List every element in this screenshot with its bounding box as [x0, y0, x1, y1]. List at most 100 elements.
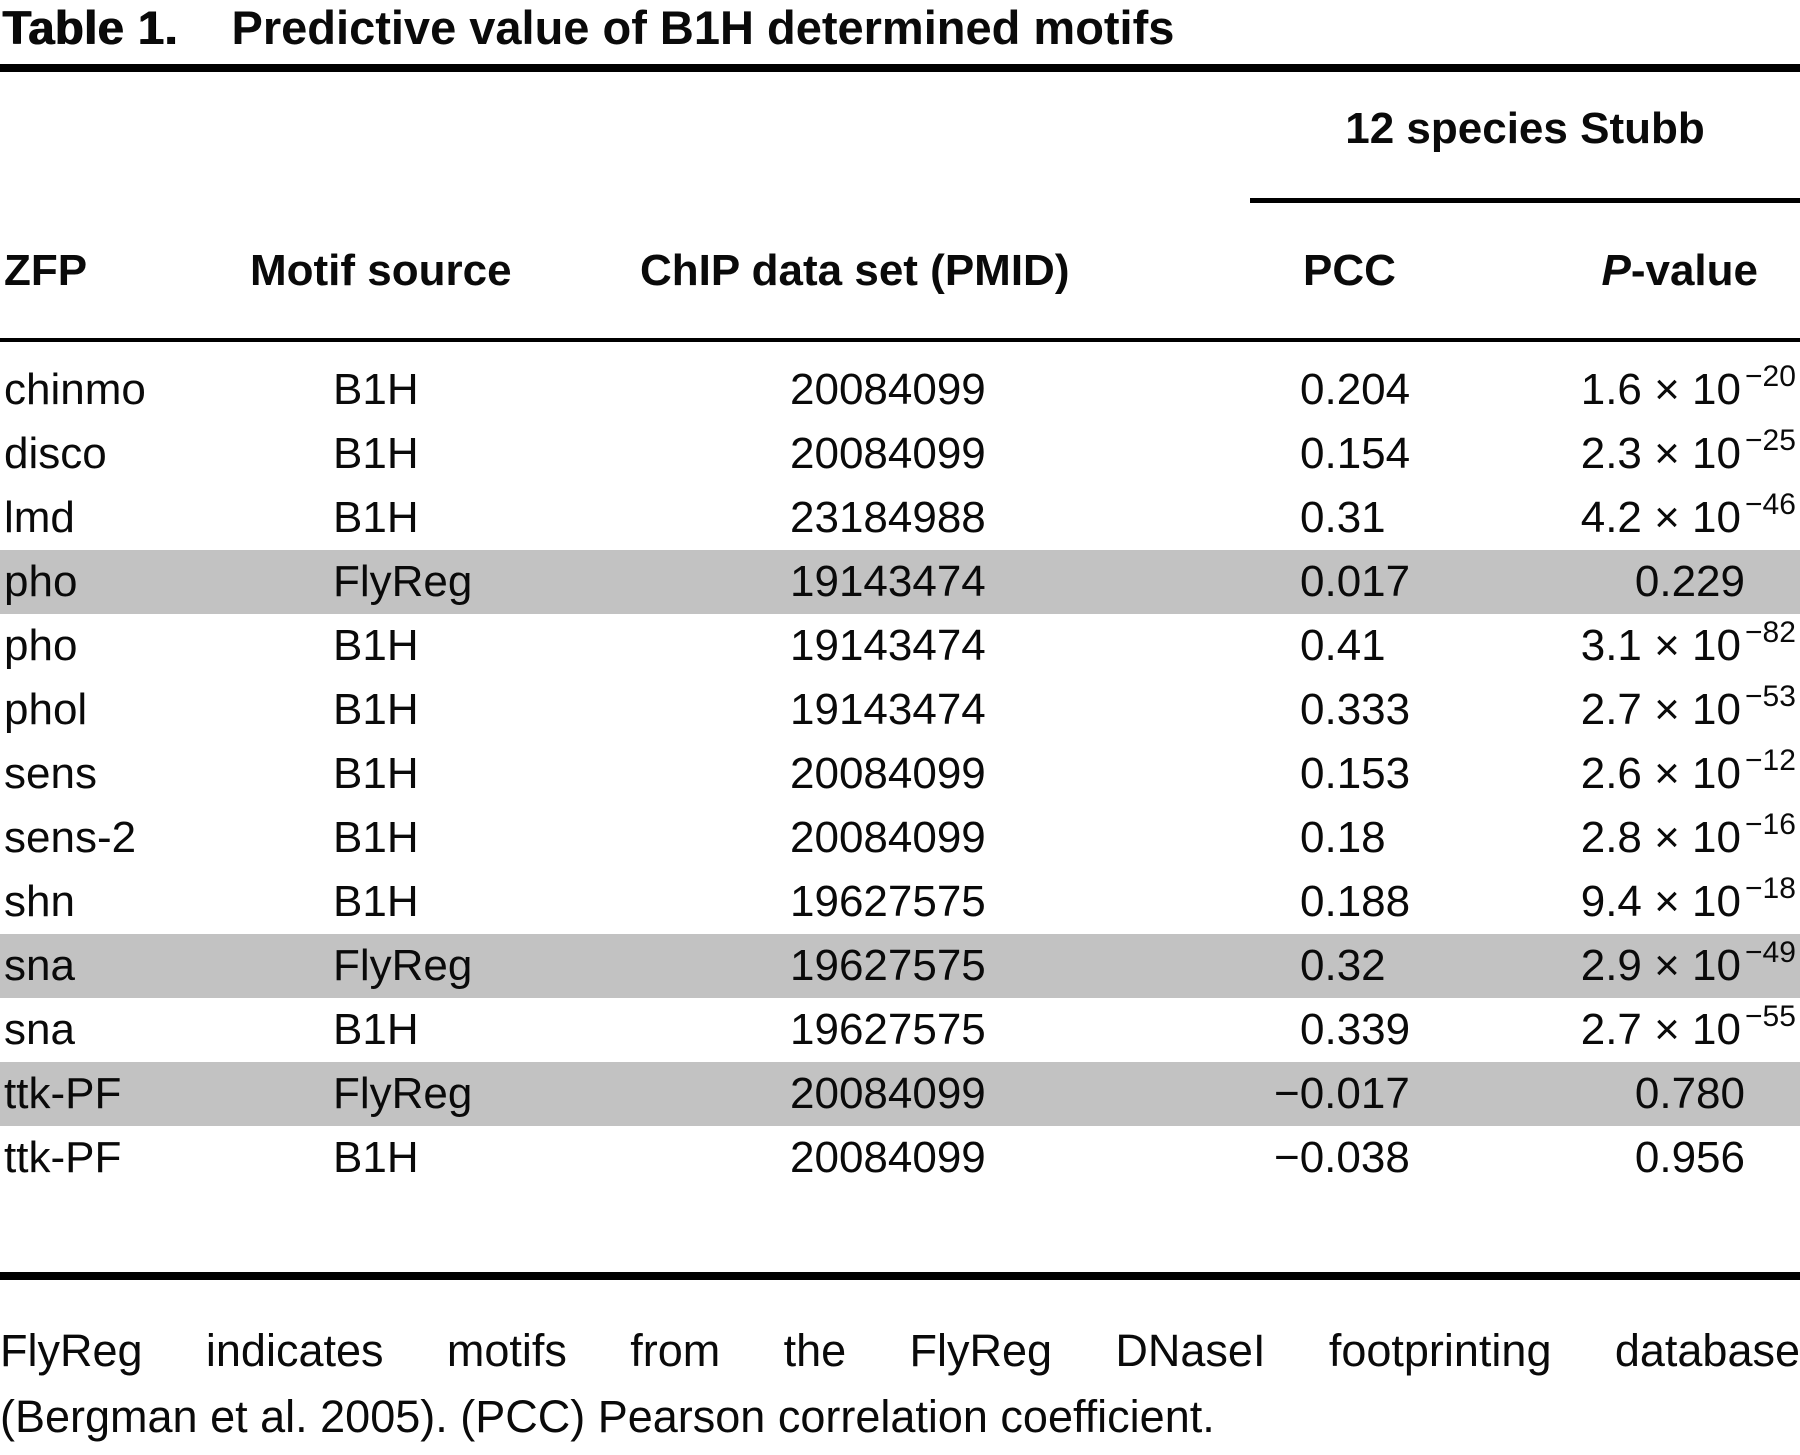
pvalue-cell: 2.6 × 10 −12: [1580, 744, 1796, 799]
pmid-cell: 19627575: [790, 1005, 986, 1054]
bottom-rule: [0, 1272, 1800, 1280]
pmid-cell: 20084099: [790, 749, 986, 798]
table-title-text: Predictive value of B1H determined motif…: [231, 1, 1175, 54]
pcc-cell: −0.017: [1274, 1069, 1410, 1118]
pmid-cell: 20084099: [790, 1069, 986, 1118]
table-row: sna B1H 19627575 0.339 2.7 × 10 −55: [0, 998, 1800, 1062]
pcc-cell: 0.32: [1300, 941, 1386, 990]
pvalue-exponent: −46: [1745, 488, 1796, 521]
pcc-cell: 0.153: [1300, 749, 1411, 798]
pvalue-exponent: −25: [1745, 424, 1796, 457]
pvalue-exponent: −82: [1745, 616, 1796, 649]
table-row: phol B1H 19143474 0.333 2.7 × 10 −53: [0, 678, 1800, 742]
pmid-cell: 19627575: [790, 877, 986, 926]
table-row: pho B1H 19143474 0.41 3.1 × 10 −82: [0, 614, 1800, 678]
table-row: lmd B1H 23184988 0.31 4.2 × 10 −46: [0, 486, 1800, 550]
motif-source-cell: FlyReg: [333, 941, 473, 990]
pcc-cell: 0.18: [1300, 813, 1386, 862]
zfp-cell: phol: [4, 685, 88, 734]
table-row: ttk-PF B1H 20084099 −0.038 0.956: [0, 1126, 1800, 1190]
motif-source-cell: B1H: [333, 1005, 419, 1054]
pvalue-cell: 2.3 × 10 −25: [1580, 424, 1796, 479]
motif-source-cell: B1H: [333, 365, 419, 414]
header-bottom-rule: [0, 338, 1800, 342]
pcc-cell: 0.333: [1300, 685, 1411, 734]
zfp-cell: disco: [4, 429, 107, 478]
column-header-motif-source: Motif source: [250, 246, 512, 295]
motif-source-cell: B1H: [333, 1133, 419, 1182]
pvalue-cell: 2.8 × 10 −16: [1580, 808, 1796, 863]
pmid-cell: 20084099: [790, 429, 986, 478]
pmid-cell: 20084099: [790, 1133, 986, 1182]
zfp-cell: sens-2: [4, 813, 137, 862]
pvalue-cell: 2.7 × 10 −55: [1580, 1000, 1796, 1055]
zfp-cell: pho: [4, 621, 78, 670]
zfp-cell: pho: [4, 557, 78, 606]
pvalue-exponent: −12: [1745, 744, 1796, 777]
pcc-cell: 0.204: [1300, 365, 1411, 414]
pvalue-exponent: −49: [1745, 936, 1796, 969]
zfp-cell: ttk-PF: [4, 1069, 122, 1118]
pvalue-exponent: −18: [1745, 872, 1796, 905]
motif-source-cell: B1H: [333, 493, 419, 542]
footnote-line-1: FlyReg indicates motifs from the FlyReg …: [0, 1325, 1800, 1376]
column-header-pvalue: P-value: [1601, 246, 1758, 296]
motif-source-cell: B1H: [333, 749, 419, 798]
pcc-cell: 0.339: [1300, 1005, 1411, 1054]
zfp-cell: sna: [4, 1005, 75, 1054]
table-row: pho FlyReg 19143474 0.017 0.229: [0, 550, 1800, 614]
column-group-header: 12 species Stubb: [1345, 104, 1705, 153]
pcc-cell: 0.017: [1300, 557, 1411, 606]
pvalue-exponent: −20: [1745, 360, 1796, 393]
table-body: chinmo B1H 20084099 0.204 1.6 × 10 −20 disco B1…: [0, 358, 1800, 1190]
pvalue-cell: 4.2 × 10 −46: [1580, 488, 1796, 543]
column-header-zfp: ZFP: [4, 246, 88, 295]
zfp-cell: shn: [4, 877, 75, 926]
pmid-cell: 19143474: [790, 621, 986, 670]
pmid-cell: 20084099: [790, 813, 986, 862]
pmid-cell: 23184988: [790, 493, 986, 542]
pvalue-exponent: −55: [1745, 1000, 1796, 1033]
pvalue-cell: 2.7 × 10 −53: [1580, 680, 1796, 735]
table-row: sens B1H 20084099 0.153 2.6 × 10 −12: [0, 742, 1800, 806]
pvalue-cell: 3.1 × 10 −82: [1580, 616, 1796, 671]
table-row: shn B1H 19627575 0.188 9.4 × 10 −18: [0, 870, 1800, 934]
table-row: disco B1H 20084099 0.154 2.3 × 10 −25: [0, 422, 1800, 486]
column-header-pcc: PCC: [1303, 246, 1396, 295]
pcc-cell: −0.038: [1274, 1133, 1410, 1182]
top-rule: [0, 64, 1800, 72]
pvalue-cell: 2.9 × 10 −49: [1580, 936, 1796, 991]
pvalue-cell: 0.229: [1634, 557, 1745, 606]
pmid-cell: 20084099: [790, 365, 986, 414]
pvalue-exponent: −16: [1745, 808, 1796, 841]
pcc-cell: 0.31: [1300, 493, 1386, 542]
pcc-cell: 0.41: [1300, 621, 1386, 670]
motif-source-cell: B1H: [333, 813, 419, 862]
column-header-chip-data-set: ChIP data set (PMID): [640, 246, 1070, 295]
pcc-cell: 0.154: [1300, 429, 1411, 478]
zfp-cell: sna: [4, 941, 75, 990]
table-row: chinmo B1H 20084099 0.204 1.6 × 10 −20: [0, 358, 1800, 422]
pvalue-exponent: −53: [1745, 680, 1796, 713]
motif-source-cell: FlyReg: [333, 1069, 473, 1118]
pmid-cell: 19143474: [790, 685, 986, 734]
table-label: Table 1.: [2, 1, 178, 54]
zfp-cell: lmd: [4, 493, 75, 542]
pvalue-cell: 1.6 × 10 −20: [1580, 360, 1796, 415]
column-group-underline: [1250, 198, 1800, 203]
pcc-cell: 0.188: [1300, 877, 1411, 926]
motif-source-cell: B1H: [333, 621, 419, 670]
zfp-cell: ttk-PF: [4, 1133, 122, 1182]
table-row: sens-2 B1H 20084099 0.18 2.8 × 10 −16: [0, 806, 1800, 870]
table-footnote: FlyReg indicates motifs from the FlyReg …: [0, 1318, 1800, 1450]
zfp-cell: chinmo: [4, 365, 146, 414]
zfp-cell: sens: [4, 749, 97, 798]
table-row: sna FlyReg 19627575 0.32 2.9 × 10 −49: [0, 934, 1800, 998]
table-row: ttk-PF FlyReg 20084099 −0.017 0.780: [0, 1062, 1800, 1126]
pvalue-cell: 9.4 × 10 −18: [1580, 872, 1796, 927]
motif-source-cell: B1H: [333, 685, 419, 734]
footnote-line-2: (Bergman et al. 2005). (PCC) Pearson cor…: [0, 1391, 1215, 1442]
pvalue-header-rest: -value: [1630, 246, 1758, 295]
pvalue-cell: 0.956: [1634, 1133, 1745, 1182]
